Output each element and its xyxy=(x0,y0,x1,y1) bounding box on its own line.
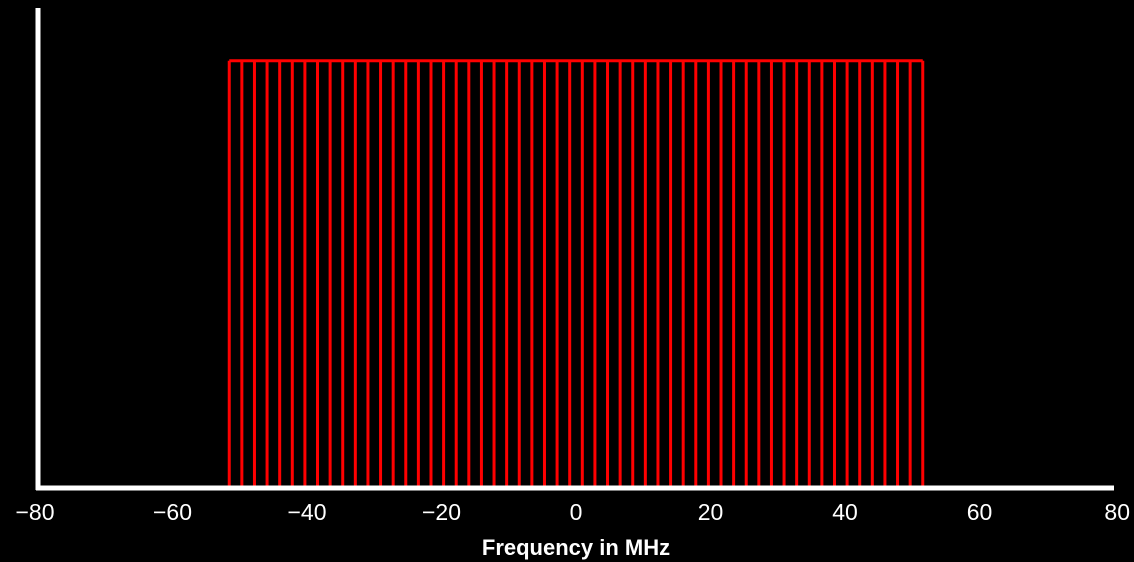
x-tick-label: 60 xyxy=(967,499,993,525)
x-tick-label: −60 xyxy=(153,499,192,525)
x-tick-label: 20 xyxy=(698,499,724,525)
x-tick-label: 80 xyxy=(1104,499,1130,525)
x-tick-label: −20 xyxy=(422,499,461,525)
x-tick-label: 0 xyxy=(570,499,583,525)
subcarrier-bars xyxy=(227,60,925,488)
x-tick-label: 40 xyxy=(832,499,858,525)
x-tick-label: −80 xyxy=(15,499,54,525)
x-axis-title: Frequency in MHz xyxy=(482,535,670,560)
x-tick-labels: −80 −60 −40 −20 0 20 40 60 80 xyxy=(15,499,1130,525)
x-tick-label: −40 xyxy=(287,499,326,525)
